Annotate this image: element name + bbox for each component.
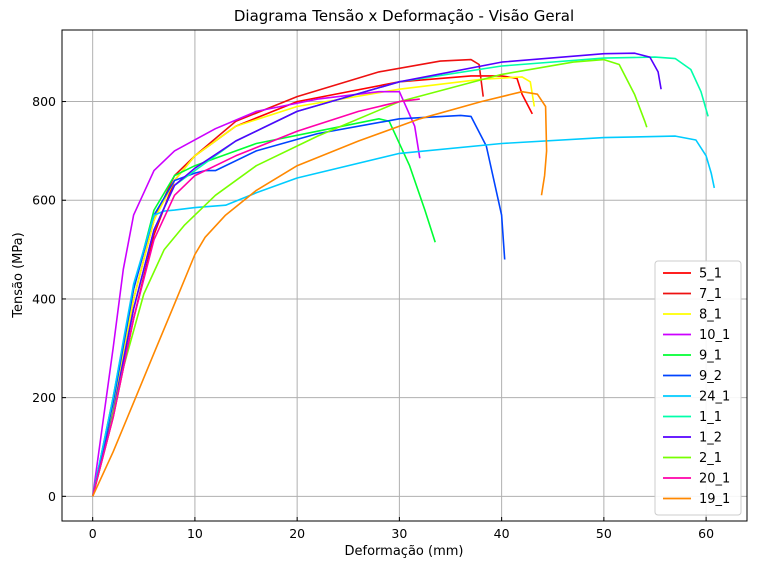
legend-entry: 9_1 xyxy=(699,349,722,364)
x-tick-label: 0 xyxy=(89,526,97,541)
series-line-8-1 xyxy=(91,76,536,497)
y-tick-label: 200 xyxy=(32,390,56,405)
plot-frame xyxy=(61,29,748,522)
legend: 5_1 7_1 8_1 10_1 9_1 9_2 24_1 1_1 1_2 2_1 20_1 19_1 xyxy=(654,260,742,516)
legend-entry: 20_1 xyxy=(699,472,730,487)
series-line-24-1 xyxy=(91,135,716,497)
series-lines xyxy=(91,52,716,497)
y-tick-label: 600 xyxy=(32,193,56,208)
x-tick-label: 30 xyxy=(391,526,407,541)
legend-entry: 1_2 xyxy=(699,431,722,446)
y-tick-label: 400 xyxy=(32,291,56,306)
series-line-19-1 xyxy=(91,90,548,497)
series-line-9-1 xyxy=(91,118,436,497)
y-axis-label: Tensão (MPa) xyxy=(11,232,26,318)
series-line-20-1 xyxy=(91,98,420,497)
legend-entry: 19_1 xyxy=(699,492,730,507)
x-tick-label: 20 xyxy=(289,526,305,541)
legend-entry: 10_1 xyxy=(699,328,730,343)
series-line-10-1 xyxy=(91,90,421,497)
x-tick-label: 10 xyxy=(187,526,203,541)
legend-entry: 7_1 xyxy=(699,287,722,302)
series-line-2-1 xyxy=(91,58,648,497)
legend-entry: 8_1 xyxy=(699,308,722,323)
legend-box xyxy=(654,260,742,516)
chart-title: Diagrama Tensão x Deformação - Visão Ger… xyxy=(234,7,574,25)
x-tick-label: 50 xyxy=(596,526,612,541)
x-axis-label: Deformação (mm) xyxy=(345,544,464,559)
series-line-9-2 xyxy=(91,114,506,497)
legend-entry: 5_1 xyxy=(699,267,722,282)
x-tick-label: 40 xyxy=(494,526,510,541)
legend-entry: 1_1 xyxy=(699,410,722,425)
y-tick-label: 0 xyxy=(48,489,56,504)
legend-entry: 2_1 xyxy=(699,451,722,466)
series-line-1-2 xyxy=(91,52,662,497)
x-tick-label: 60 xyxy=(698,526,714,541)
legend-entry: 9_2 xyxy=(699,369,722,384)
legend-entry: 24_1 xyxy=(699,390,730,405)
y-tick-label: 800 xyxy=(32,94,56,109)
